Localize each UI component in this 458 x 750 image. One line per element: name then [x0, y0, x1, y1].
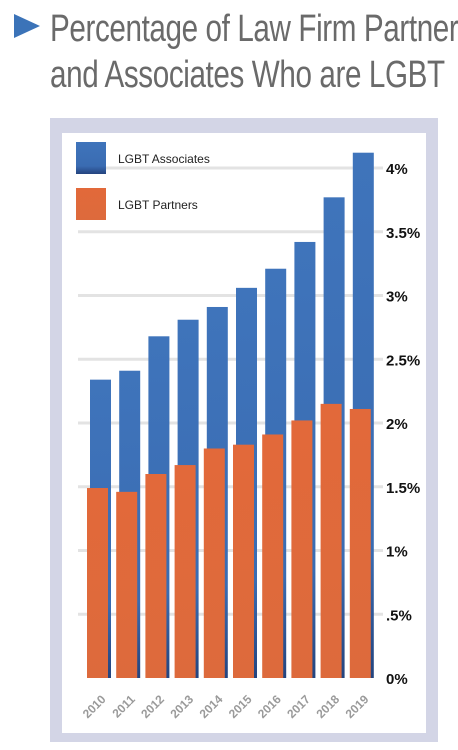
y-tick-label: 4% [386, 161, 408, 178]
bar-partners-2012 [145, 474, 167, 678]
x-tick-label: 2017 [284, 692, 313, 721]
bar-partners-2010 [87, 488, 108, 678]
x-tick-label: 2012 [138, 692, 167, 721]
x-tick-label: 2014 [197, 692, 226, 721]
title-arrow-icon [14, 14, 40, 38]
x-tick-label: 2011 [110, 692, 139, 721]
x-tick-label: 2015 [226, 692, 255, 721]
y-tick-label: 3.5% [386, 225, 420, 242]
bar-partners-2015 [233, 444, 254, 678]
x-tick-label: 2018 [313, 692, 342, 721]
legend-label-associates: LGBT Associates [118, 152, 210, 166]
x-tick-label: 2010 [80, 692, 109, 721]
y-tick-label: 2% [386, 416, 408, 433]
bar-partners-2013 [174, 465, 196, 678]
legend-swatch-partners [76, 188, 106, 220]
y-tick-label: .5% [386, 607, 412, 624]
legend-label-partners: LGBT Partners [118, 198, 198, 212]
bar-partners-2011 [116, 491, 138, 678]
bar-partners-2019 [349, 408, 371, 678]
y-tick-label: 2.5% [386, 352, 420, 369]
bar-partners-2016 [262, 434, 284, 678]
x-axis-ticks: 2010 2011 2012 2013 2014 2015 2016 2017 2018 2019 [80, 692, 372, 721]
bar-partners-2018 [320, 403, 342, 678]
bar-partners-2017 [291, 420, 313, 678]
legend-swatch-associates [76, 142, 106, 174]
y-tick-label: 1.5% [386, 480, 420, 497]
y-tick-label: 0% [386, 671, 408, 688]
x-tick-label: 2019 [343, 692, 372, 721]
y-axis-ticks: 0% .5% 1% 1.5% 2% 2.5% 3% 3.5% 4% [386, 161, 420, 688]
y-tick-label: 3% [386, 289, 408, 306]
x-tick-label: 2013 [167, 692, 196, 721]
y-tick-label: 1% [386, 544, 408, 561]
legend: LGBT Associates LGBT Partners [76, 142, 210, 220]
x-tick-label: 2016 [255, 692, 284, 721]
bar-partners-2014 [203, 448, 225, 678]
bars [87, 152, 374, 678]
